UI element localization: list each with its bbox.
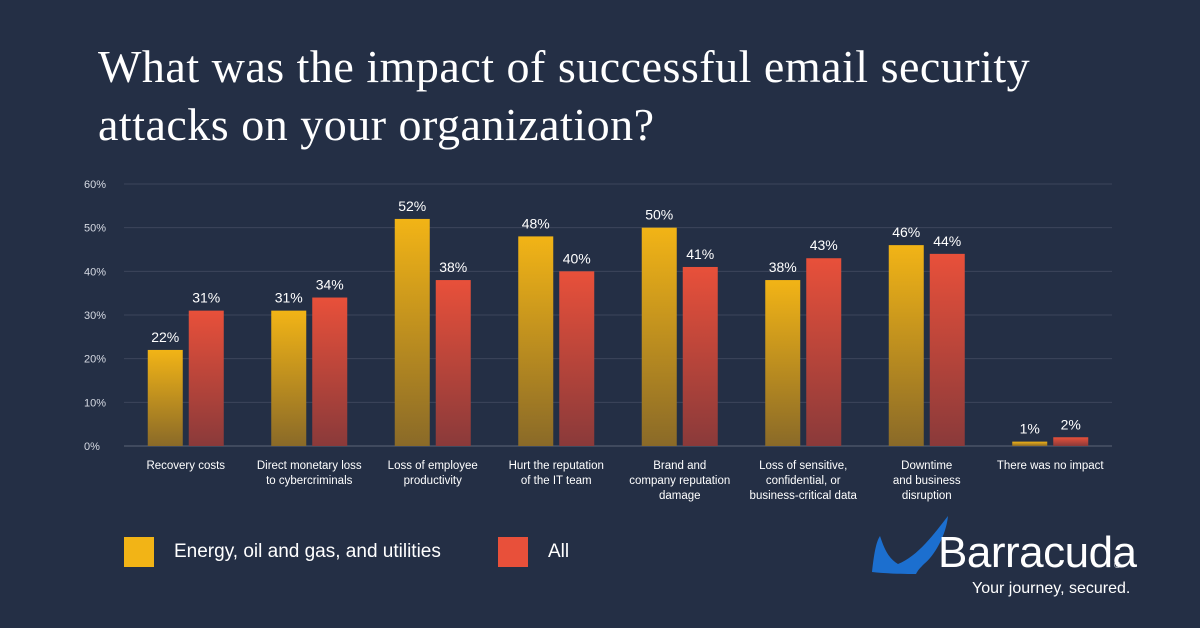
data-label: 38% <box>769 259 797 275</box>
y-tick-label: 0% <box>84 441 100 453</box>
legend-swatch-energy <box>124 537 154 567</box>
y-tick-label: 40% <box>84 266 106 278</box>
data-label: 50% <box>645 207 673 223</box>
x-category-label: Brand and company reputation damage <box>629 460 730 502</box>
brand-registered-mark: ® <box>1114 560 1121 570</box>
bar-all <box>435 280 471 446</box>
y-tick-label: 60% <box>84 179 106 191</box>
y-tick-label: 20% <box>84 354 106 366</box>
legend-label-energy: Energy, oil and gas, and utilities <box>174 541 441 562</box>
legend-swatch-all <box>498 537 528 567</box>
y-tick-label: 50% <box>84 223 106 235</box>
bar-energy <box>271 310 307 446</box>
x-category-label: Direct monetary loss to cybercriminals <box>257 460 362 487</box>
data-label: 1% <box>1020 421 1040 437</box>
data-label: 31% <box>275 290 303 306</box>
data-label: 38% <box>439 259 467 275</box>
data-label: 41% <box>686 246 714 262</box>
data-label: 52% <box>398 198 426 214</box>
x-category-label: Loss of employee productivity <box>388 460 478 487</box>
bar-energy <box>394 218 430 446</box>
data-label: 48% <box>522 215 550 231</box>
y-tick-label: 10% <box>84 397 106 409</box>
brand-tagline: Your journey, secured. <box>972 580 1131 597</box>
bar-energy <box>888 245 924 446</box>
bar-energy <box>518 236 554 446</box>
x-category-label: Recovery costs <box>146 460 225 472</box>
bar-energy <box>765 280 801 446</box>
bar-all <box>559 271 595 446</box>
legend-item-energy: Energy, oil and gas, and utilities <box>124 537 441 567</box>
bar-all <box>188 310 224 446</box>
brand-name: Barracuda <box>938 528 1137 577</box>
bar-energy <box>1012 441 1048 446</box>
data-label: 43% <box>810 237 838 253</box>
legend-label-all: All <box>548 541 570 562</box>
bar-energy <box>641 227 677 446</box>
data-label: 34% <box>316 277 344 293</box>
x-category-label: There was no impact <box>997 460 1105 472</box>
bar-all <box>1053 437 1089 446</box>
bar-all <box>806 258 842 446</box>
bar-all <box>682 266 718 446</box>
x-category-label: Loss of sensitive, confidential, or busine… <box>750 460 858 502</box>
data-label: 22% <box>151 329 179 345</box>
bar-energy <box>147 349 183 446</box>
chart-title: What was the impact of successful email … <box>98 41 1031 150</box>
data-label: 2% <box>1061 416 1081 432</box>
data-label: 46% <box>892 224 920 240</box>
y-tick-label: 30% <box>84 310 106 322</box>
data-label: 40% <box>563 250 591 266</box>
data-label: 44% <box>933 233 961 249</box>
x-category-label: Downtime and business disruption <box>893 460 961 502</box>
data-label: 31% <box>192 290 220 306</box>
x-category-label: Hurt the reputation of the IT team <box>509 460 604 487</box>
legend-item-all: All <box>498 537 569 567</box>
bar-all <box>312 297 348 446</box>
bar-all <box>929 253 965 446</box>
barracuda-logo-icon <box>872 516 948 574</box>
